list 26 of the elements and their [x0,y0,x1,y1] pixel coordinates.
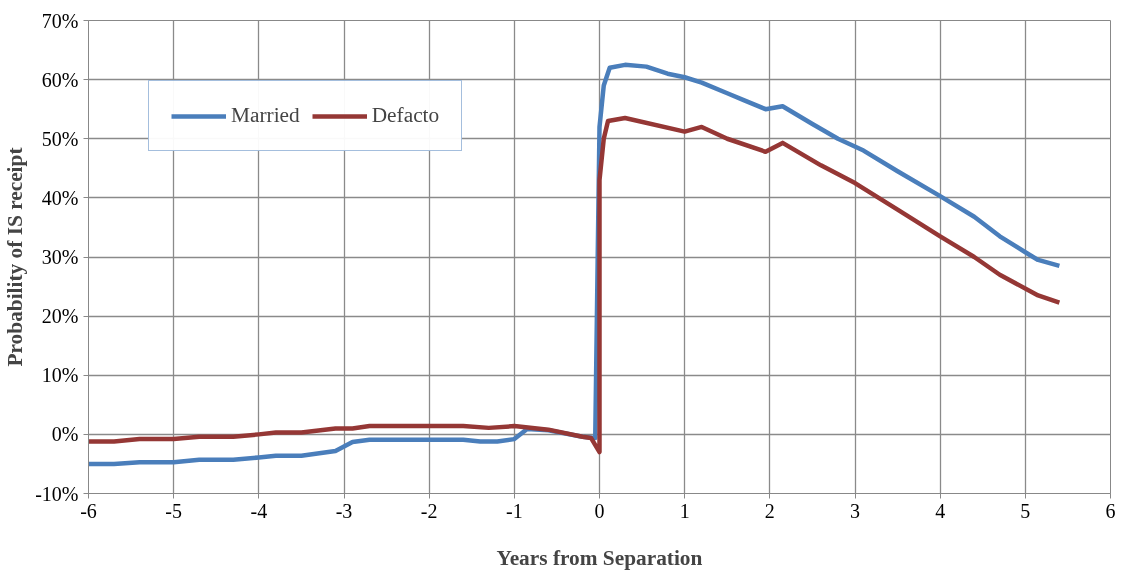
x-tick-label: 5 [1020,499,1031,522]
x-tick-label: 4 [935,499,946,522]
y-tick-label: 70% [41,9,79,32]
y-tick-label: 60% [41,68,79,91]
x-tick-label: 1 [679,499,690,522]
legend-label: Married [231,103,300,128]
x-tick-label: 3 [850,499,860,522]
x-tick-label: -2 [420,499,438,522]
legend-label: Defacto [371,103,440,128]
y-tick-label: 40% [41,186,79,209]
x-tick-label: -5 [165,499,183,522]
y-tick-label: 10% [41,364,79,387]
y-tick-label: -10% [35,482,79,505]
y-axis-title: Probability of IS receipt [3,146,28,367]
y-tick-label: 20% [41,305,79,328]
x-tick-label: -1 [506,499,523,522]
x-axis-title: Years from Separation [496,545,703,570]
y-tick-label: 50% [41,127,79,150]
y-tick-label: 30% [41,246,79,268]
x-tick-label: 6 [1105,499,1116,522]
x-tick-label: -3 [335,499,353,522]
x-tick-label: -6 [80,499,97,522]
y-tick-label: 0% [51,423,79,446]
x-tick-label: 2 [764,499,775,522]
x-tick-label: -4 [250,499,268,522]
x-tick-label: 0 [594,499,605,522]
